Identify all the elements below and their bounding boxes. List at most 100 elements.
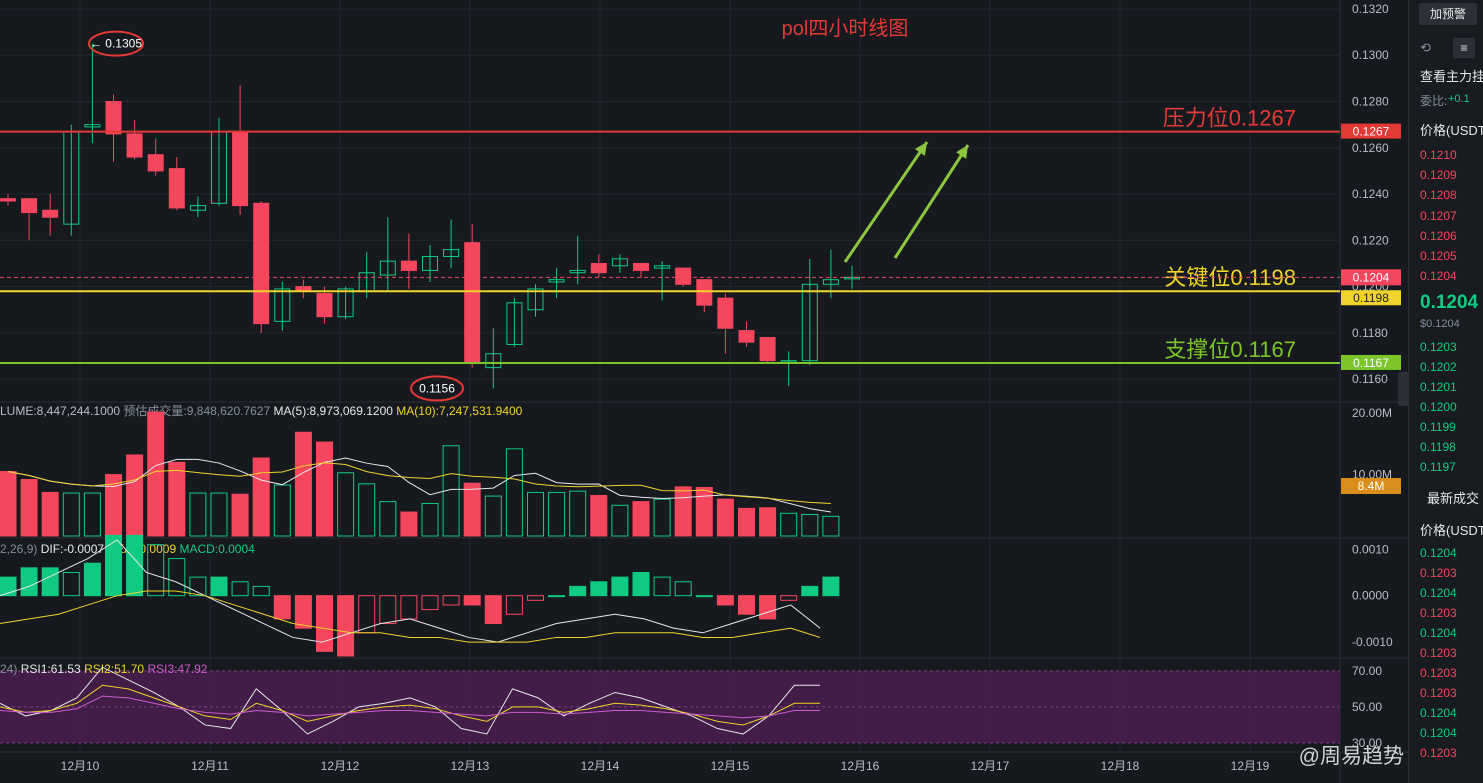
bid-price[interactable]: 0.1202	[1420, 360, 1457, 374]
panel-collapse-handle[interactable]	[1398, 372, 1408, 406]
trade-price[interactable]: 0.1204	[1420, 626, 1457, 640]
x-tick-label: 12月17	[971, 759, 1010, 773]
macd-hist-bar	[653, 576, 671, 597]
volume-bar	[801, 514, 819, 537]
x-tick-label: 12月18	[1101, 759, 1140, 773]
candle-body	[422, 256, 438, 271]
rsi-tick-label: 50.00	[1352, 700, 1382, 714]
trade-price[interactable]: 0.1204	[1420, 706, 1457, 720]
trade-price[interactable]: 0.1204	[1420, 586, 1457, 600]
y-tick-label: 0.1280	[1352, 95, 1389, 109]
y-tick-label: 0.1260	[1352, 141, 1389, 155]
volume-bar	[379, 501, 397, 537]
candle-body	[548, 279, 565, 283]
ask-price[interactable]: 0.1206	[1420, 228, 1457, 243]
current-price-tag	[1341, 269, 1401, 286]
volume-header-part: 预估成交量:9,848,620.7627	[120, 403, 270, 418]
volume-bar	[252, 457, 270, 537]
candle-body	[84, 124, 101, 128]
ratio-value: +0.1	[1448, 93, 1470, 105]
candle-body	[633, 262, 649, 271]
volume-bar	[653, 498, 671, 537]
candle-body	[21, 198, 38, 214]
macd-hist-bar	[695, 595, 713, 598]
macd-hist-bar	[484, 595, 502, 625]
volume-bar	[822, 515, 840, 537]
trade-price[interactable]: 0.1203	[1420, 746, 1457, 760]
x-tick-label: 12月19	[1231, 759, 1270, 773]
order-book-panel: 加预警 ⟲ ≡ 查看主力挂 委比: +0.1 价格(USDT 0.1210 0.1…	[1408, 0, 1483, 783]
high-marker-ring	[88, 30, 144, 57]
chart-canvas[interactable]: 12月10 12月11 12月12 12月13 12月14 12月15 12月16 12月17…	[0, 0, 1408, 783]
trade-price[interactable]: 0.1203	[1420, 646, 1457, 660]
current-price-tag-text: 0.1204	[1353, 270, 1390, 284]
ask-price[interactable]: 0.1205	[1420, 249, 1457, 263]
volume-bar	[0, 471, 17, 537]
ask-price[interactable]: 0.1208	[1420, 188, 1457, 203]
macd-hist-bar	[105, 534, 122, 597]
candle-body	[253, 202, 270, 325]
bid-price[interactable]: 0.1197	[1420, 460, 1456, 474]
add-alert-button[interactable]: 加预警	[1419, 3, 1477, 25]
support-level-label: 支撑位0.1167	[1164, 337, 1296, 362]
candle-body	[569, 269, 586, 274]
macd-tick-label: 0.0000	[1352, 589, 1389, 603]
ask-price[interactable]: 0.1210	[1420, 148, 1457, 162]
rsi-header: 24) RSI1:61.53 RSI2:51.70 RSI3:47.92	[0, 662, 208, 676]
volume-bar	[147, 411, 165, 537]
trade-price[interactable]: 0.1204	[1420, 546, 1457, 560]
macd-hist-bar	[83, 562, 101, 597]
macd-hist-bar	[442, 595, 460, 606]
trades-title[interactable]: 最新成交	[1427, 491, 1480, 506]
trade-price[interactable]: 0.1203	[1420, 686, 1457, 700]
trade-price[interactable]: 0.1203	[1420, 666, 1457, 680]
y-tick-label: 0.1160	[1352, 372, 1388, 386]
candle-body	[400, 260, 417, 271]
trade-price[interactable]: 0.1203	[1420, 606, 1457, 620]
trend-arrow-1-head	[914, 142, 927, 156]
ask-price[interactable]: 0.1207	[1420, 208, 1457, 223]
key-price-tag	[1341, 290, 1401, 306]
support-price-tag	[1341, 354, 1401, 370]
macd-hist-bar	[358, 595, 376, 634]
macd-hist-bar	[548, 595, 566, 598]
macd-hist-bar	[337, 595, 355, 657]
candle-body	[844, 276, 860, 280]
ask-price[interactable]: 0.1204	[1420, 269, 1457, 284]
volume-bar	[189, 492, 207, 537]
book-view-icon[interactable]: ≡	[1453, 38, 1475, 58]
layout-toggle-icon[interactable]: ⟲	[1420, 40, 1431, 55]
ask-price[interactable]: 0.1209	[1420, 168, 1457, 183]
bid-price[interactable]: 0.1199	[1420, 420, 1456, 434]
trade-price[interactable]: 0.1204	[1420, 726, 1457, 740]
ratio-label: 委比:	[1420, 94, 1448, 108]
macd-dea-line	[0, 590, 821, 643]
macd-hist-bar	[379, 595, 397, 625]
support-price-tag-text: 0.1167	[1353, 356, 1389, 370]
y-tick-label: 0.1320	[1352, 2, 1389, 16]
y-tick-label: 0.1180	[1352, 326, 1388, 340]
volume-bar	[527, 491, 544, 537]
volume-bar	[273, 484, 291, 537]
bid-price[interactable]: 0.1200	[1420, 400, 1457, 414]
volume-bar	[695, 486, 713, 537]
volume-last-tag-text: 8.4M	[1358, 479, 1385, 493]
volume-bar	[505, 448, 523, 537]
last-price: 0.1204	[1420, 292, 1479, 313]
main-orders-title[interactable]: 查看主力挂	[1420, 69, 1483, 84]
bid-price[interactable]: 0.1198	[1420, 440, 1456, 454]
candle-body	[379, 260, 396, 276]
macd-hist-bar	[505, 595, 523, 615]
candle-body	[232, 131, 249, 207]
bid-price[interactable]: 0.1203	[1420, 340, 1457, 354]
volume-bar	[126, 454, 144, 537]
candle-body	[485, 353, 502, 369]
candle-body	[759, 337, 776, 362]
rsi-header-part: RSI1:61.53	[21, 662, 84, 676]
volume-bar	[294, 431, 312, 537]
volume-header-part: MA(5):8,973,069.1200	[270, 404, 393, 418]
macd-hist-bar	[632, 571, 650, 597]
bid-price[interactable]: 0.1201	[1420, 380, 1457, 394]
macd-hist-bar	[126, 534, 144, 597]
trade-price[interactable]: 0.1203	[1420, 566, 1457, 580]
